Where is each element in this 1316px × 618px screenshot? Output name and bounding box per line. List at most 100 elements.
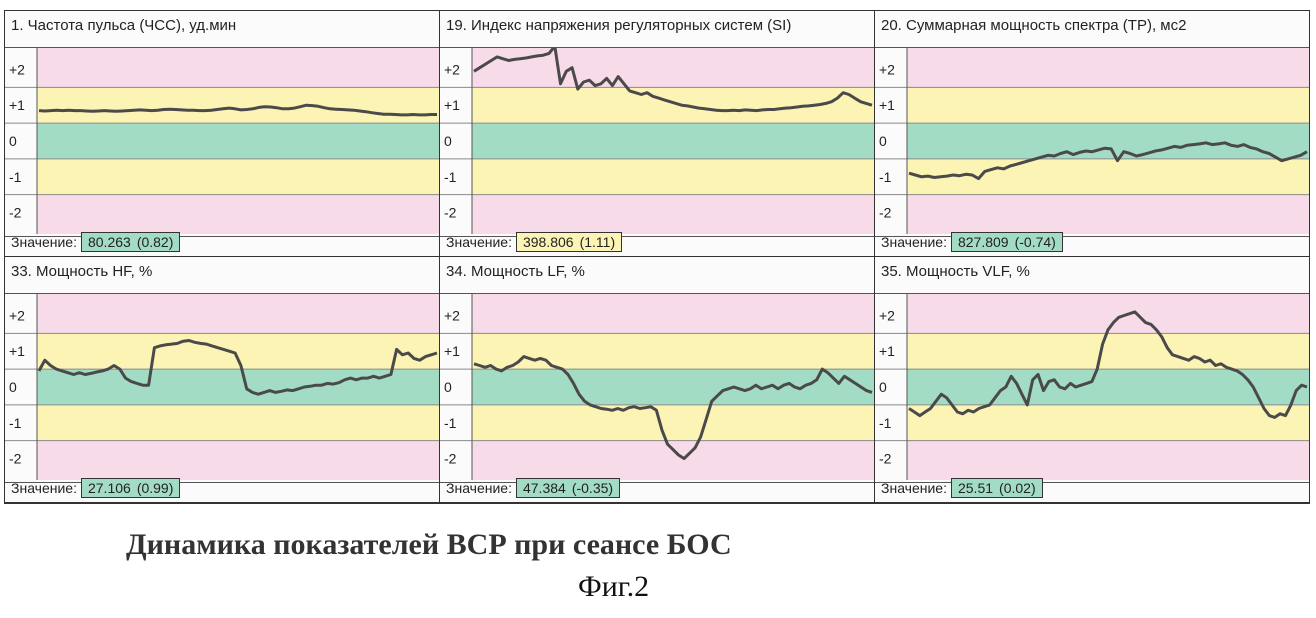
chart-title: 33. Мощность HF, % bbox=[11, 263, 152, 280]
zone-band bbox=[37, 48, 439, 87]
value-row: Значение: 827.809 (-0.74) bbox=[881, 232, 1063, 252]
zone-band bbox=[472, 405, 874, 441]
y-tick-label: +2 bbox=[444, 61, 460, 77]
y-tick-label: +2 bbox=[444, 307, 460, 323]
zone-band bbox=[37, 405, 439, 441]
y-tick-label: +1 bbox=[9, 97, 25, 113]
zone-band bbox=[472, 195, 874, 234]
y-tick-label: +2 bbox=[879, 61, 895, 77]
y-tick-label: -1 bbox=[9, 169, 22, 185]
value-number: 25.51 bbox=[958, 480, 993, 496]
y-tick-label: -2 bbox=[9, 205, 22, 221]
y-tick-label: 0 bbox=[879, 379, 887, 395]
y-tick-label: -2 bbox=[444, 205, 457, 221]
y-tick-label: -2 bbox=[879, 205, 892, 221]
y-tick-label: +2 bbox=[9, 307, 25, 323]
y-tick-label: -1 bbox=[444, 415, 457, 431]
y-tick-label: 0 bbox=[9, 133, 17, 149]
chart-plot: +2 +1 0 -1 -2 bbox=[440, 47, 874, 237]
zone-band bbox=[472, 369, 874, 405]
value-row: Значение: 47.384 (-0.35) bbox=[446, 478, 620, 498]
y-tick-label: -1 bbox=[879, 415, 892, 431]
zone-band bbox=[907, 48, 1309, 87]
chart-title: 1. Частота пульса (ЧСС), уд.мин bbox=[11, 17, 236, 34]
chart-plot: +2 +1 0 -1 -2 bbox=[440, 293, 874, 483]
zone-band bbox=[472, 294, 874, 333]
y-tick-label: -1 bbox=[9, 415, 22, 431]
value-label: Значение: bbox=[881, 480, 947, 496]
value-number: 80.263 bbox=[88, 234, 131, 250]
y-tick-label: +2 bbox=[9, 61, 25, 77]
zone-band bbox=[37, 195, 439, 234]
y-tick-label: -1 bbox=[879, 169, 892, 185]
value-label: Значение: bbox=[11, 234, 77, 250]
zone-band bbox=[907, 441, 1309, 480]
value-box: 47.384 (-0.35) bbox=[516, 478, 620, 498]
value-row: Значение: 398.806 (1.11) bbox=[446, 232, 622, 252]
zone-band bbox=[472, 159, 874, 195]
value-label: Значение: bbox=[446, 480, 512, 496]
figure-label: Фиг.2 bbox=[578, 570, 649, 604]
zone-band bbox=[37, 369, 439, 405]
chart-title: 19. Индекс напряжения регуляторных систе… bbox=[446, 17, 791, 34]
value-box: 827.809 (-0.74) bbox=[951, 232, 1063, 252]
y-tick-label: +1 bbox=[879, 343, 895, 359]
chart-title: 20. Суммарная мощность спектра (ТР), мс2 bbox=[881, 17, 1186, 34]
figure-caption: Динамика показателей ВСР при сеансе БОС bbox=[126, 528, 732, 562]
zone-band bbox=[37, 87, 439, 123]
value-score: (0.99) bbox=[137, 480, 174, 496]
value-number: 47.384 bbox=[523, 480, 566, 496]
value-number: 398.806 bbox=[523, 234, 574, 250]
value-row: Значение: 27.106 (0.99) bbox=[11, 478, 180, 498]
value-number: 827.809 bbox=[958, 234, 1009, 250]
chart-svg: +2 +1 0 -1 -2 bbox=[5, 294, 439, 480]
chart-panel-lf: 34. Мощность LF, % +2 +1 0 -1 -2 Значение: 4… bbox=[440, 257, 874, 502]
hrv-dashboard: 1. Частота пульса (ЧСС), уд.мин +2 +1 0 -1 -… bbox=[4, 10, 1310, 504]
value-score: (0.02) bbox=[999, 480, 1036, 496]
y-tick-label: -1 bbox=[444, 169, 457, 185]
y-tick-label: 0 bbox=[444, 133, 452, 149]
y-tick-label: 0 bbox=[444, 379, 452, 395]
y-tick-label: +1 bbox=[444, 97, 460, 113]
chart-panel-vlf: 35. Мощность VLF, % +2+10-1-2 Значение: … bbox=[875, 257, 1309, 502]
zone-band bbox=[37, 123, 439, 159]
zone-band bbox=[907, 87, 1309, 123]
value-box: 25.51 (0.02) bbox=[951, 478, 1043, 498]
y-tick-label: 0 bbox=[9, 379, 17, 395]
chart-svg: +2 +1 0 -1 -2 bbox=[440, 48, 874, 234]
chart-svg: +2 +1 0 -1 -2 bbox=[875, 294, 1309, 480]
value-label: Значение: bbox=[11, 480, 77, 496]
value-score: (1.11) bbox=[580, 234, 616, 250]
zone-band bbox=[37, 441, 439, 480]
zone-band bbox=[472, 48, 874, 87]
chart-plot: +2 +1 0 -1 -2 bbox=[5, 47, 439, 237]
value-box: 27.106 (0.99) bbox=[81, 478, 180, 498]
value-number: 27.106 bbox=[88, 480, 131, 496]
y-tick-label: -2 bbox=[9, 451, 22, 467]
zone-band bbox=[907, 123, 1309, 159]
chart-plot: +2 +1 0 -1 -2 bbox=[5, 293, 439, 483]
y-tick-label: -2 bbox=[444, 451, 457, 467]
chart-panel-hf: 33. Мощность HF, % +2 +1 0 -1 -2 Значение: 2… bbox=[5, 257, 439, 502]
value-score: (-0.74) bbox=[1015, 234, 1056, 250]
chart-title: 35. Мощность VLF, % bbox=[881, 263, 1030, 280]
chart-svg: +2 +1 0 -1 -2 bbox=[5, 48, 439, 234]
zone-band bbox=[37, 159, 439, 195]
zone-band bbox=[472, 123, 874, 159]
y-tick-label: -2 bbox=[879, 451, 892, 467]
y-tick-label: 0 bbox=[879, 133, 887, 149]
value-score: (0.82) bbox=[137, 234, 174, 250]
chart-panel-hr: 1. Частота пульса (ЧСС), уд.мин +2 +1 0 -1 -… bbox=[5, 11, 439, 256]
zone-band bbox=[37, 294, 439, 333]
y-tick-label: +1 bbox=[444, 343, 460, 359]
value-label: Значение: bbox=[446, 234, 512, 250]
y-tick-label: +2 bbox=[879, 307, 895, 323]
chart-svg: +2 +1 0 -1 -2 bbox=[440, 294, 874, 480]
zone-band bbox=[907, 159, 1309, 195]
value-label: Значение: bbox=[881, 234, 947, 250]
chart-title: 34. Мощность LF, % bbox=[446, 263, 585, 280]
y-tick-label: +1 bbox=[9, 343, 25, 359]
zone-band bbox=[907, 369, 1309, 405]
value-score: (-0.35) bbox=[572, 480, 613, 496]
value-box: 398.806 (1.11) bbox=[516, 232, 622, 252]
